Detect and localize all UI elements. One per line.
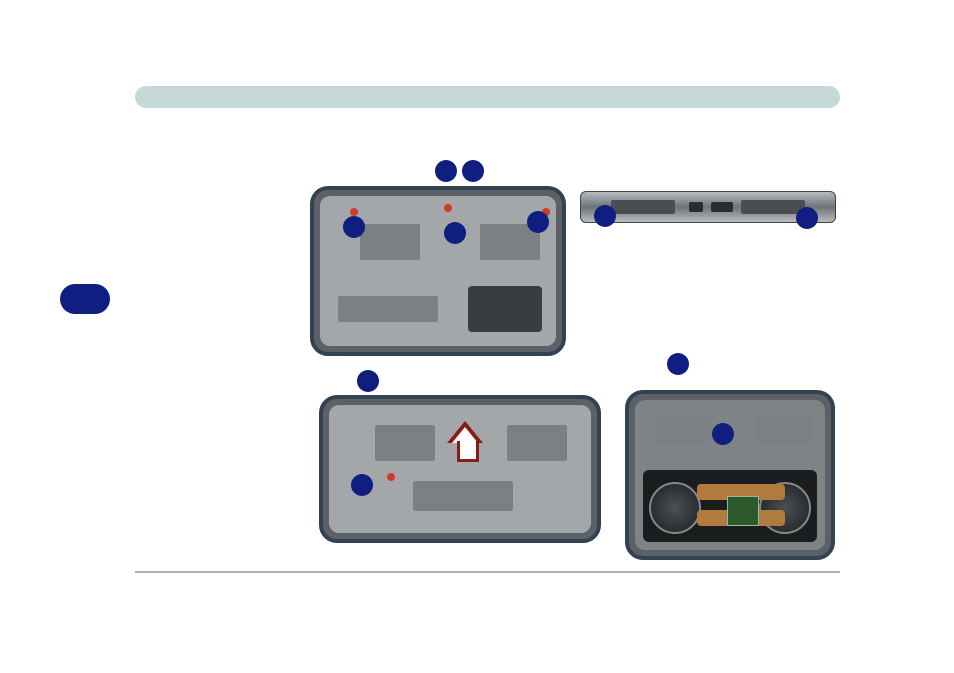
rear-port xyxy=(741,202,753,212)
vent-grille xyxy=(655,416,711,442)
vent-grille xyxy=(360,224,420,260)
battery-bay xyxy=(468,286,542,332)
footer-divider xyxy=(135,571,840,573)
screw-marker xyxy=(444,204,452,212)
figure-panel-d-body xyxy=(635,400,825,550)
callout-a2 xyxy=(462,160,484,182)
callout-a3 xyxy=(343,216,365,238)
callout-a1 xyxy=(435,160,457,182)
callout-b1 xyxy=(594,205,616,227)
ram-module xyxy=(727,496,759,526)
rear-port xyxy=(711,202,733,212)
component-bay xyxy=(643,470,817,542)
vent-grille xyxy=(413,481,513,511)
rear-port xyxy=(689,202,703,212)
lift-arrow-icon xyxy=(447,421,483,461)
header-divider xyxy=(135,86,840,108)
figure-panel-a xyxy=(310,186,566,356)
side-page-marker xyxy=(60,284,110,314)
callout-a5 xyxy=(527,211,549,233)
screw-marker xyxy=(387,473,395,481)
screw-marker xyxy=(350,208,358,216)
vent-grille xyxy=(375,425,435,461)
vent-grille xyxy=(507,425,567,461)
vent-grille xyxy=(755,416,811,442)
figure-panel-d xyxy=(625,390,835,560)
callout-d-label xyxy=(667,353,689,375)
callout-d1 xyxy=(712,423,734,445)
page-root xyxy=(0,0,954,673)
fan-icon xyxy=(649,482,701,534)
callout-b2 xyxy=(796,207,818,229)
cover-plate xyxy=(338,296,438,322)
callout-a4 xyxy=(444,222,466,244)
callout-c-label xyxy=(357,370,379,392)
figure-panel-c-body xyxy=(329,405,591,533)
figure-panel-c xyxy=(319,395,601,543)
callout-c1 xyxy=(351,474,373,496)
